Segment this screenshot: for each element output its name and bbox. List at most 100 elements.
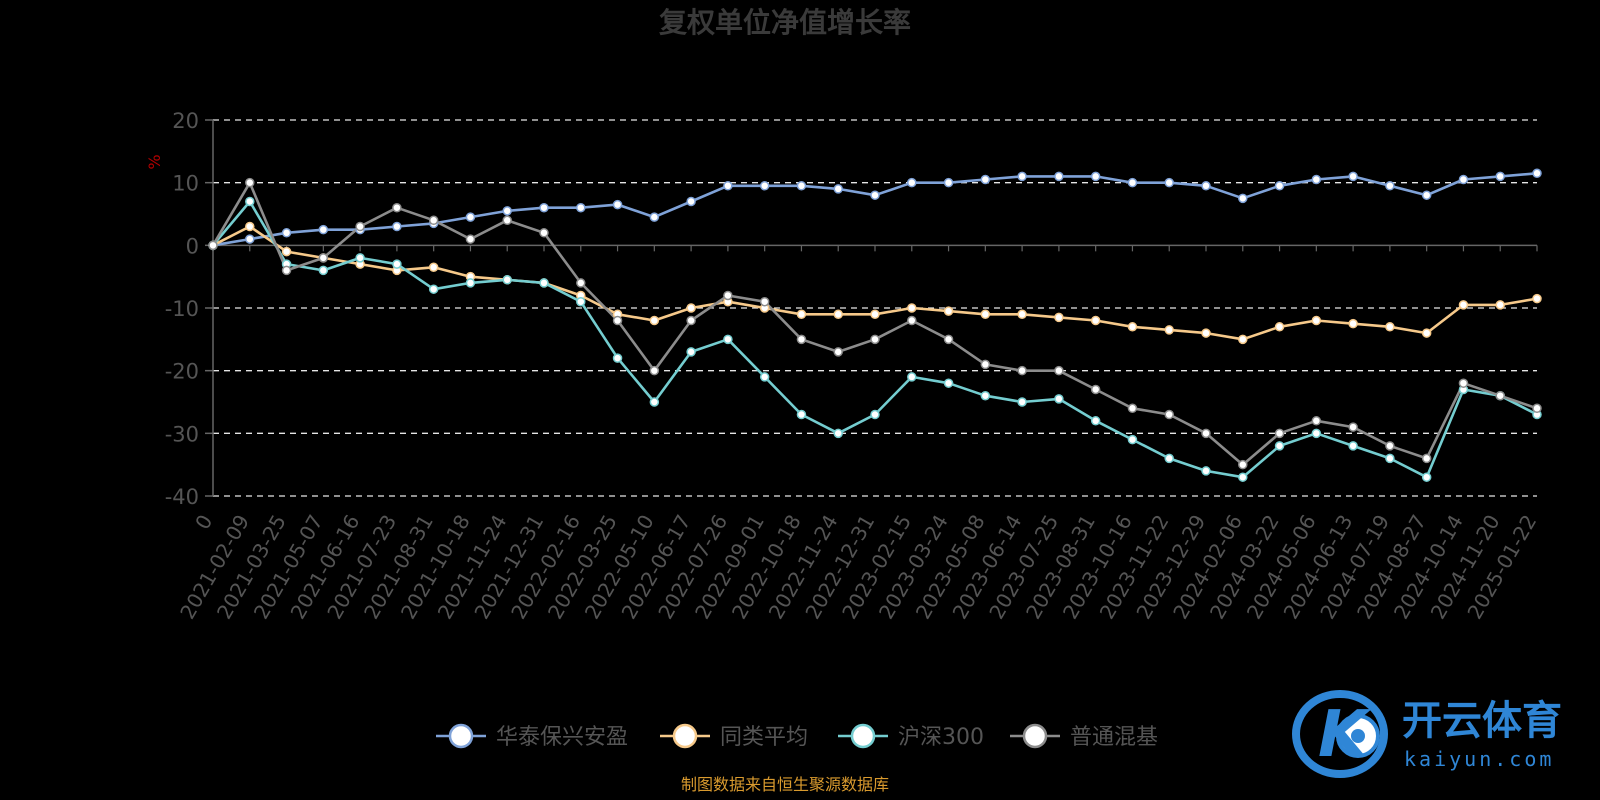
data-point [1164, 177, 1174, 188]
legend-item-1[interactable]: 同类平均 [660, 723, 808, 750]
data-point [1090, 384, 1101, 395]
series-markers [208, 168, 1542, 482]
data-point [465, 212, 476, 222]
data-point [649, 315, 660, 326]
data-point [796, 334, 807, 345]
data-point [1054, 312, 1064, 323]
data-point [1385, 441, 1395, 451]
data-point [980, 174, 991, 185]
data-point [355, 253, 365, 263]
data-point [1421, 472, 1432, 482]
legend-marker [672, 723, 698, 749]
y-axis: 20 10 0 -10 -20 -30 -40 [165, 109, 214, 509]
data-point [1054, 171, 1064, 182]
data-point [539, 278, 549, 288]
data-point [502, 215, 512, 226]
legend-marker [448, 723, 474, 749]
data-point [1274, 428, 1285, 439]
data-point [1127, 403, 1138, 414]
data-point [576, 296, 586, 307]
data-point [1495, 171, 1505, 182]
data-point [392, 259, 402, 269]
data-point [1201, 466, 1211, 476]
series-line-1 [212, 225, 1538, 341]
data-point [1421, 328, 1432, 338]
y-tick-label: -30 [165, 422, 199, 446]
data-point [1127, 434, 1138, 445]
data-point [1017, 171, 1027, 182]
data-point [465, 278, 476, 288]
watermark-sub: kaiyun.com [1404, 747, 1554, 771]
series-line-0 [212, 172, 1538, 247]
legend-item-0[interactable]: 华泰保兴安盈 [436, 723, 628, 750]
data-point [1421, 190, 1432, 200]
data-point [1532, 403, 1542, 414]
data-point [1311, 416, 1322, 426]
data-point [796, 181, 807, 191]
data-point [723, 181, 733, 191]
data-point [1164, 325, 1174, 335]
data-point [1090, 171, 1101, 182]
data-point [1274, 181, 1285, 191]
y-tick-label: -20 [165, 360, 199, 384]
data-point [833, 428, 843, 439]
data-point [612, 353, 623, 363]
data-point [1090, 315, 1101, 326]
data-point [502, 206, 512, 216]
data-point [539, 202, 549, 213]
data-point [686, 303, 696, 313]
data-point [1385, 453, 1395, 464]
data-point [1238, 193, 1248, 204]
legend-item-2[interactable]: 沪深300 [838, 723, 984, 750]
data-point [281, 246, 292, 257]
data-point [428, 262, 439, 273]
data-point [980, 390, 991, 401]
data-point [759, 181, 770, 191]
data-point [723, 334, 733, 345]
grid-lines [213, 119, 1537, 497]
y-tick-label: 0 [186, 234, 199, 258]
y-tick-label: 10 [172, 172, 199, 196]
legend-item-3[interactable]: 普通混基 [1010, 723, 1158, 750]
data-point [281, 228, 292, 238]
data-point [1495, 300, 1505, 310]
data-point [612, 315, 623, 326]
data-point [1348, 422, 1358, 432]
data-point [1238, 334, 1248, 345]
legend-label: 同类平均 [720, 725, 808, 750]
data-point [318, 265, 329, 276]
data-point [1532, 168, 1542, 179]
data-point [428, 284, 439, 294]
data-point [1495, 390, 1505, 401]
data-point [833, 309, 843, 320]
data-point [943, 177, 954, 188]
legend[interactable]: 华泰保兴安盈 同类平均 沪深300 普通混基 [436, 723, 1158, 750]
data-point [1385, 322, 1395, 332]
data-point [1054, 365, 1064, 376]
x-axis: 02021-02-092021-03-252021-05-072021-06-1… [175, 244, 1541, 623]
data-point [1017, 365, 1027, 376]
data-point [428, 215, 439, 226]
data-point [1274, 322, 1285, 332]
data-point [1311, 428, 1322, 439]
data-point [576, 202, 586, 213]
data-point [1348, 318, 1358, 329]
data-point [907, 303, 917, 313]
data-point [245, 196, 255, 207]
data-point [1458, 300, 1469, 310]
legend-label: 沪深300 [898, 725, 984, 750]
data-point [943, 334, 954, 345]
data-point [208, 240, 218, 251]
data-point [318, 224, 329, 235]
legend-marker [850, 723, 876, 749]
watermark-logo-glyph: K [1318, 698, 1372, 772]
data-point [907, 315, 917, 326]
data-point [1164, 409, 1174, 420]
chart-title: 复权单位净值增长率 [659, 6, 911, 39]
data-point [870, 334, 880, 345]
y-tick-label: -10 [165, 297, 199, 321]
data-point [612, 199, 623, 210]
data-point [281, 265, 292, 276]
data-point [245, 221, 255, 232]
